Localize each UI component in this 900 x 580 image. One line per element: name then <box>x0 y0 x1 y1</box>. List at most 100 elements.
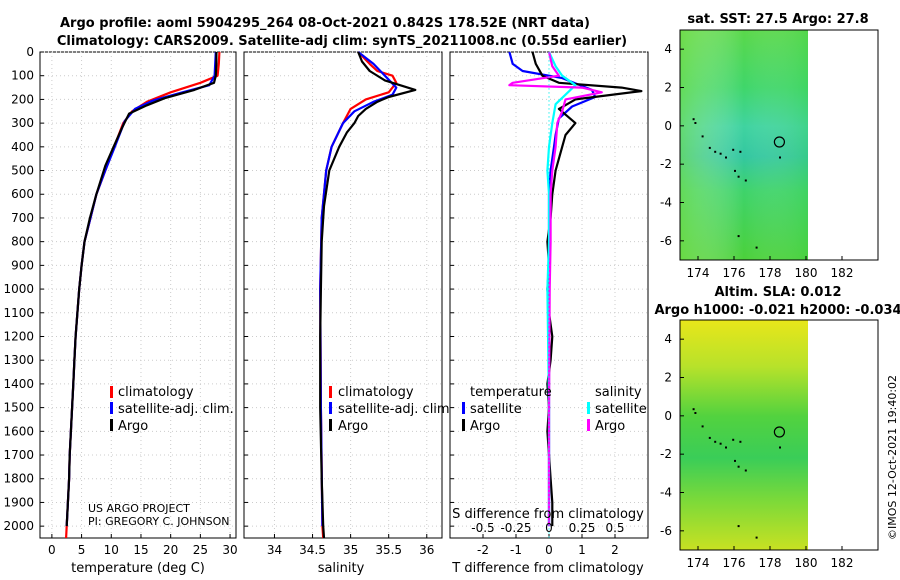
s-tick-label: -0.25 <box>500 521 531 535</box>
difference-xticks: -2 -1 0 1 2 <box>450 51 619 557</box>
difference-panel: -2 -1 0 1 2 T difference from climatology S … <box>449 51 649 576</box>
island-dot <box>714 150 717 153</box>
figure-title-line1: Argo profile: aoml 5904295_264 08-Oct-20… <box>60 16 590 31</box>
difference-s-xticks: -0.5 -0.25 0 0.25 0.5 <box>471 521 624 535</box>
map-x-tick-label: 174 <box>687 266 710 280</box>
map-x-tick-label: 182 <box>831 266 854 280</box>
island-dot <box>692 118 695 121</box>
island-dot <box>694 122 697 124</box>
x-tick-label: -1 <box>510 543 522 557</box>
temperature-grid <box>40 51 236 538</box>
x-tick-label: 34.5 <box>299 543 326 557</box>
map-x-tick-label: 182 <box>831 556 854 570</box>
y-tick-label: 200 <box>11 92 34 106</box>
island-dot <box>737 525 740 528</box>
x-tick-label: 5 <box>78 543 86 557</box>
difference-s-xlabel: S difference from climatology <box>452 507 644 522</box>
island-dot <box>744 469 747 472</box>
island-dot <box>739 440 742 443</box>
x-tick-label: 2 <box>611 543 619 557</box>
map-y-tick-label: -4 <box>660 196 672 210</box>
x-tick-label: 0 <box>48 543 56 557</box>
sla-field <box>680 320 808 550</box>
island-dot <box>739 150 742 153</box>
legend-satellite-label: satellite-adj. clim. <box>118 402 234 417</box>
y-tick-label: 2000 <box>3 519 34 533</box>
series-argo <box>65 52 218 527</box>
map-x-tick-label: 178 <box>759 556 782 570</box>
x-tick-label: 30 <box>222 543 237 557</box>
island-dot <box>708 436 711 439</box>
sla-axes-box <box>679 319 879 551</box>
difference-series <box>508 51 643 538</box>
sal-legend-argo-swatch <box>329 419 332 431</box>
sla-no-data-area <box>808 320 878 550</box>
island-dot <box>719 152 722 155</box>
sst-no-data-area <box>808 30 878 260</box>
island-dot <box>737 175 740 178</box>
legend-climatology-swatch <box>110 386 113 398</box>
legend-temperature-title: temperature <box>470 385 552 400</box>
y-tick-label: 1800 <box>3 472 34 486</box>
sst-argo-position-marker <box>773 136 786 148</box>
y-tick-label: 1100 <box>3 306 34 320</box>
legend-t-satellite-label: satellite <box>470 402 522 417</box>
map-y-tick-label: 0 <box>664 119 672 133</box>
series-s-satellite <box>546 51 577 527</box>
legend-argo-swatch <box>110 419 113 431</box>
y-tick-label: 0 <box>26 45 34 59</box>
salinity-xlabel: salinity <box>318 561 365 576</box>
map-x-tick-label: 178 <box>759 266 782 280</box>
temperature-xlabel: temperature (deg C) <box>71 561 205 576</box>
temperature-legend: climatology satellite-adj. clim. Argo <box>110 385 234 434</box>
salinity-series <box>319 51 417 539</box>
island-dot <box>725 156 727 159</box>
island-dot <box>701 425 704 428</box>
x-tick-label: 15 <box>133 543 148 557</box>
map-y-tick-label: 2 <box>664 81 672 95</box>
map-y-tick-label: -6 <box>660 524 672 538</box>
figure-title-line2: Climatology: CARS2009. Satellite-adj cli… <box>57 34 627 49</box>
sla-map-title-line1: Altim. SLA: 0.012 <box>715 285 842 300</box>
salinity-xticks: 34 34.5 35 35.5 36 <box>244 51 434 557</box>
y-tick-label: 1000 <box>3 282 34 296</box>
temperature-xticks: 0 5 10 15 20 25 30 <box>48 534 238 557</box>
x-tick-label: 36 <box>419 543 434 557</box>
y-tick-label: 600 <box>11 187 34 201</box>
island-dot <box>714 440 717 443</box>
legend-s-satellite-label: satellite <box>595 402 647 417</box>
map-x-tick-label: 174 <box>687 556 710 570</box>
island-dot <box>737 465 740 468</box>
s-tick-label: -0.5 <box>471 521 494 535</box>
legend-s-argo-swatch <box>587 419 590 431</box>
sla-xticks: 174 176 178 180 182 <box>687 546 854 570</box>
imos-credit: ©IMOS 12-Oct-2021 19:40:02 <box>886 375 899 540</box>
map-x-tick-label: 176 <box>723 266 746 280</box>
map-x-tick-label: 176 <box>723 556 746 570</box>
sal-legend-satellite-label: satellite-adj. clim. <box>338 402 454 417</box>
y-tick-label: 1200 <box>3 329 34 343</box>
y-tick-label: 300 <box>11 116 34 130</box>
series-s-argo <box>508 51 603 527</box>
map-y-tick-label: 2 <box>664 371 672 385</box>
sal-legend-climatology-label: climatology <box>338 385 414 400</box>
x-tick-label: -2 <box>477 543 489 557</box>
map-y-tick-label: -2 <box>660 157 672 171</box>
island-dot <box>755 246 758 249</box>
sst-yticks: 4 2 0 -2 -4 -6 <box>660 42 684 248</box>
island-dot <box>692 408 695 411</box>
y-tick-label: 1400 <box>3 377 34 391</box>
map-y-tick-label: 0 <box>664 409 672 423</box>
legend-t-satellite-swatch <box>462 402 465 414</box>
map-y-tick-label: 4 <box>664 332 672 346</box>
salinity-grid <box>244 51 442 538</box>
legend-t-argo-label: Argo <box>470 419 500 434</box>
map-y-tick-label: -2 <box>660 447 672 461</box>
island-dot <box>708 146 711 149</box>
series-argo <box>319 51 417 539</box>
s-tick-label: 0.25 <box>569 521 596 535</box>
y-tick-label: 700 <box>11 211 34 225</box>
sla-yticks: 4 2 0 -2 -4 -6 <box>660 332 684 538</box>
legend-satellite-swatch <box>110 402 113 414</box>
